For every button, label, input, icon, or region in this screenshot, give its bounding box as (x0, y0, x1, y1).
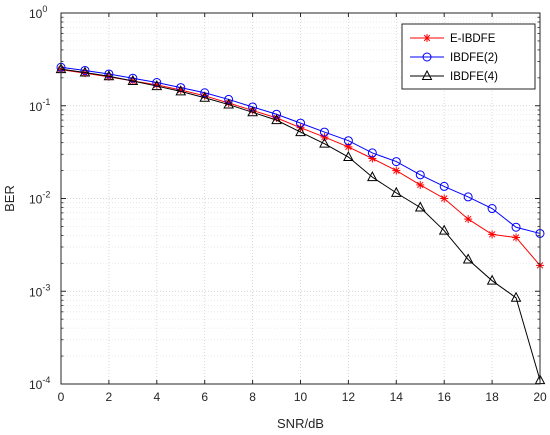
data-point (295, 126, 306, 137)
x-tick-label: 20 (533, 390, 547, 404)
legend-label: E-IBDFE (450, 33, 496, 45)
data-point (344, 142, 353, 151)
x-tick-label: 10 (294, 390, 308, 404)
legend-item: IBDFE(4) (410, 69, 498, 83)
data-point (510, 291, 522, 302)
data-point (487, 204, 497, 214)
series-2 (55, 63, 546, 385)
data-point (200, 88, 210, 98)
legend-marker (423, 34, 431, 42)
data-point (486, 274, 498, 285)
series-1 (56, 62, 545, 238)
data-point (415, 170, 425, 180)
data-point (127, 74, 139, 85)
legend-marker (421, 69, 433, 80)
data-point (320, 133, 329, 142)
x-tick-label: 12 (342, 390, 356, 404)
y-tick-label: 10-2 (29, 190, 50, 207)
data-point (511, 222, 521, 232)
legend: E-IBDFE IBDFE(2) IBDFE(4) (401, 23, 536, 90)
data-point (151, 80, 163, 91)
legend-item: E-IBDFE (410, 33, 496, 45)
series-line (60, 66, 541, 234)
x-tick-label: 2 (106, 390, 113, 404)
legend-marker (422, 52, 432, 62)
data-point (390, 186, 402, 197)
data-point (272, 109, 282, 119)
legend-label: IBDFE(2) (450, 52, 498, 64)
data-point (343, 150, 354, 162)
data-point (247, 106, 258, 117)
data-point (462, 253, 474, 264)
data-point (512, 233, 521, 242)
series-line (60, 68, 541, 381)
y-tick-label: 100 (29, 4, 47, 21)
data-point (271, 114, 282, 125)
legend-item: IBDFE(2) (410, 52, 498, 64)
data-point (488, 230, 497, 239)
data-point (392, 166, 401, 175)
x-tick-label: 16 (438, 390, 452, 404)
y-tick-label: 10-3 (29, 282, 50, 299)
data-point (79, 66, 91, 77)
data-point (440, 194, 449, 203)
data-point (367, 148, 377, 158)
data-point (248, 102, 258, 112)
data-point (391, 157, 401, 167)
y-axis-label: BER (2, 185, 17, 212)
data-point (463, 192, 473, 202)
data-point (367, 171, 378, 182)
data-point (103, 70, 115, 81)
data-point (223, 98, 234, 109)
data-point (416, 180, 425, 189)
x-axis-label: SNR/dB (277, 416, 324, 431)
data-point (319, 127, 329, 137)
data-point (438, 224, 450, 235)
data-point (128, 73, 138, 83)
x-tick-label: 14 (390, 390, 404, 404)
data-point (414, 201, 426, 212)
x-tick-label: 8 (249, 390, 256, 404)
x-tick-label: 0 (58, 390, 65, 404)
x-tick-label: 4 (153, 390, 160, 404)
data-point (175, 85, 187, 96)
x-tick-label: 18 (485, 390, 499, 404)
data-point (224, 94, 234, 104)
data-point (464, 215, 473, 224)
ticks: 0 2 4 6 8 10 12 14 16 18 20 100 10-1 10-2 10-3 10-4 (29, 4, 547, 404)
data-point (439, 181, 449, 191)
x-tick-label: 6 (201, 390, 208, 404)
data-point (343, 136, 353, 146)
data-point (319, 137, 330, 148)
y-tick-label: 10-4 (29, 375, 50, 392)
legend-label: IBDFE(4) (450, 71, 498, 83)
data-point (199, 91, 211, 102)
y-tick-label: 10-1 (29, 97, 50, 114)
data-point (104, 69, 114, 79)
